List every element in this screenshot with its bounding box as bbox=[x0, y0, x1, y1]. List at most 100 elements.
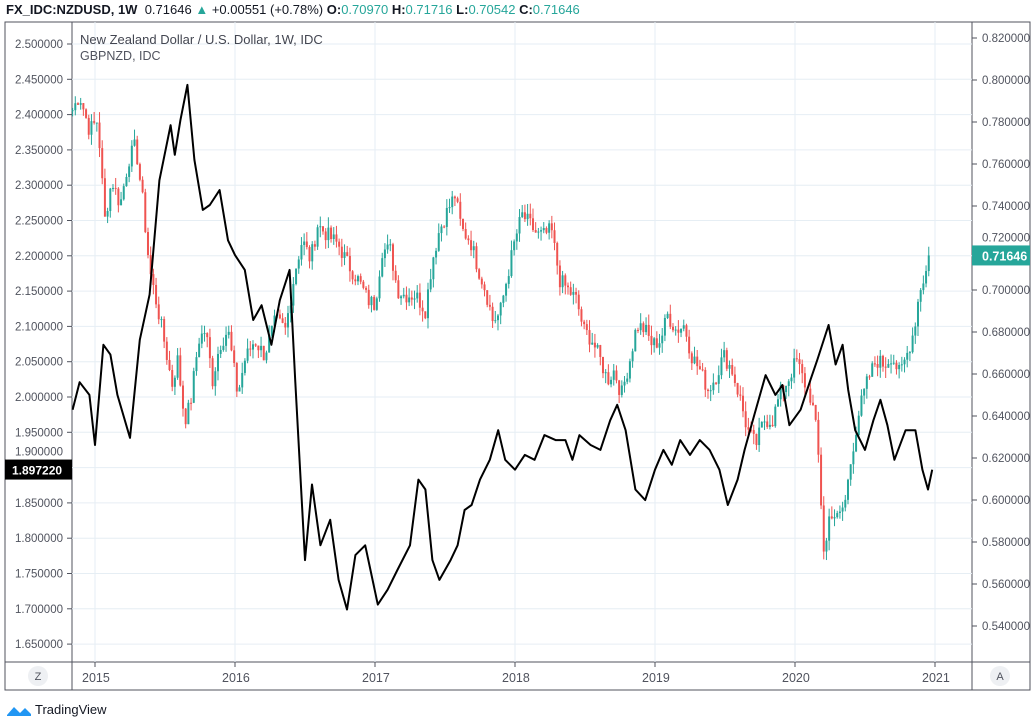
candle bbox=[505, 282, 508, 302]
candle-body bbox=[890, 363, 893, 365]
candle-body bbox=[752, 430, 755, 434]
time-axis-label: 2016 bbox=[222, 671, 250, 685]
candle bbox=[152, 268, 155, 295]
candle-body bbox=[278, 314, 281, 319]
candle-body bbox=[391, 244, 394, 271]
auto-scale-button[interactable]: A bbox=[990, 666, 1010, 686]
candle bbox=[871, 361, 874, 377]
candle-body bbox=[768, 424, 771, 427]
candle-body bbox=[906, 352, 909, 360]
candle-body bbox=[803, 373, 806, 388]
candle bbox=[300, 237, 303, 266]
candle-body bbox=[93, 121, 96, 123]
candle-body bbox=[378, 276, 381, 299]
tradingview-logo[interactable]: TradingView bbox=[6, 702, 107, 717]
candle-body bbox=[367, 289, 370, 306]
candle bbox=[343, 244, 346, 266]
candle-body bbox=[698, 366, 701, 370]
candle-body bbox=[564, 275, 567, 286]
candle bbox=[297, 256, 300, 274]
candle-body bbox=[400, 296, 403, 299]
candle-body bbox=[478, 269, 481, 279]
candle-body bbox=[394, 270, 397, 281]
candle bbox=[475, 242, 478, 273]
candle-body bbox=[626, 378, 629, 382]
candle-body bbox=[381, 258, 384, 277]
candle bbox=[712, 373, 715, 395]
candle-body bbox=[76, 103, 79, 105]
candle bbox=[173, 375, 176, 395]
candle-body bbox=[685, 325, 688, 337]
candle-body bbox=[200, 333, 203, 344]
candle-body bbox=[179, 355, 182, 386]
candle bbox=[95, 122, 98, 132]
candle bbox=[192, 367, 195, 404]
candle bbox=[130, 140, 133, 172]
candle bbox=[101, 140, 104, 185]
candle-body bbox=[785, 386, 788, 393]
candle bbox=[542, 222, 545, 234]
candle-body bbox=[405, 294, 408, 303]
candle bbox=[558, 260, 561, 296]
candle bbox=[774, 404, 777, 428]
nzdusd-last-price-label: 0.71646 bbox=[982, 249, 1027, 263]
candle bbox=[768, 414, 771, 430]
candle-body bbox=[120, 199, 123, 206]
candle-body bbox=[814, 404, 817, 420]
candle bbox=[141, 176, 144, 194]
right-axis-label: 0.760000 bbox=[982, 159, 1030, 171]
candle-body bbox=[846, 479, 849, 500]
candle bbox=[249, 340, 252, 357]
candle bbox=[225, 326, 228, 352]
candle bbox=[752, 424, 755, 445]
candle bbox=[163, 316, 166, 349]
candle-body bbox=[833, 517, 836, 519]
candle bbox=[731, 358, 734, 376]
candle bbox=[448, 198, 451, 213]
candle bbox=[569, 281, 572, 296]
candle bbox=[593, 333, 596, 358]
right-axis-label: 0.640000 bbox=[982, 411, 1030, 423]
candle-body bbox=[747, 427, 750, 430]
candle-body bbox=[257, 345, 260, 351]
candle bbox=[246, 338, 249, 364]
candle bbox=[397, 275, 400, 299]
candle bbox=[725, 347, 728, 372]
candle-body bbox=[572, 291, 575, 295]
candle-body bbox=[736, 383, 739, 395]
candle bbox=[260, 336, 263, 358]
z-scale-button[interactable]: Z bbox=[28, 666, 48, 686]
candle bbox=[634, 328, 637, 352]
candle-body bbox=[300, 245, 303, 260]
candle-body bbox=[206, 333, 209, 338]
candle-body bbox=[798, 359, 801, 365]
candle bbox=[445, 199, 448, 236]
candle bbox=[523, 204, 526, 223]
candle bbox=[833, 509, 836, 527]
candle bbox=[860, 389, 863, 417]
right-axis-label: 0.720000 bbox=[982, 232, 1030, 244]
candle-body bbox=[198, 343, 201, 358]
candle-body bbox=[545, 228, 548, 233]
candle-body bbox=[453, 196, 456, 199]
candle bbox=[900, 356, 903, 372]
candle-body bbox=[117, 188, 120, 206]
candle-body bbox=[715, 382, 718, 384]
candle bbox=[585, 319, 588, 335]
candle-body bbox=[443, 226, 446, 228]
candle bbox=[744, 401, 747, 437]
candle bbox=[529, 203, 532, 226]
candle bbox=[346, 245, 349, 257]
candle-body bbox=[171, 370, 174, 387]
candle-body bbox=[766, 421, 769, 427]
candle-body bbox=[356, 276, 359, 282]
candle bbox=[852, 442, 855, 474]
candle bbox=[556, 241, 559, 275]
candle bbox=[580, 306, 583, 327]
candle bbox=[927, 246, 930, 277]
candle-body bbox=[534, 230, 537, 233]
candle-body bbox=[230, 331, 233, 351]
candle-body bbox=[330, 227, 333, 240]
candle bbox=[286, 305, 289, 338]
